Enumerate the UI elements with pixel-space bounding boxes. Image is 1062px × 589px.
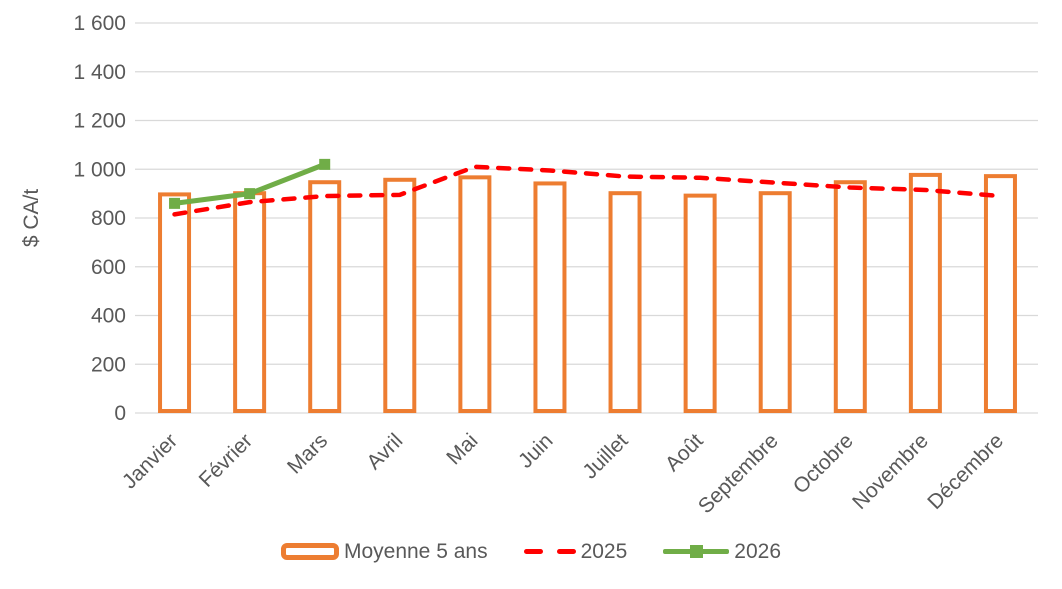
y-tick-label: 1 600 — [73, 12, 126, 35]
bar-Janvier — [158, 192, 192, 413]
bar-swatch-icon — [280, 543, 339, 560]
y-tick-label: 1 000 — [73, 158, 126, 181]
y-tick-label: 1 400 — [73, 61, 126, 84]
square-marker — [319, 158, 331, 170]
x-tick-label-Janvier: Janvier — [118, 429, 182, 493]
x-tick-label-Juillet: Juillet — [578, 429, 632, 483]
legend-item-moyenne-5-ans: Moyenne 5 ans — [280, 540, 488, 563]
x-tick-label-Décembre: Décembre — [923, 429, 1008, 514]
dashed-line-swatch-icon — [523, 549, 576, 554]
x-tick-label-Mai: Mai — [442, 429, 482, 469]
y-tick-label: 600 — [91, 256, 126, 279]
line-series-2025 — [172, 164, 1003, 217]
legend-label-2026: 2026 — [734, 540, 782, 563]
line-marker-swatch-icon — [663, 545, 730, 558]
x-tick-label-Mars: Mars — [283, 429, 332, 478]
y-tick-label: 400 — [91, 305, 126, 328]
y-tick-label: 800 — [91, 207, 126, 230]
y-tick-label: 200 — [91, 353, 126, 376]
bar-Décembre — [983, 174, 1017, 413]
bar-Septembre — [758, 191, 792, 413]
x-tick-label-Septembre: Septembre — [694, 429, 783, 518]
x-tick-label-Novembre: Novembre — [848, 429, 933, 514]
bar-Juillet — [608, 191, 642, 413]
bar-Juin — [533, 181, 567, 413]
bar-Août — [683, 193, 717, 413]
y-tick-label: 1 200 — [73, 110, 126, 133]
square-marker — [169, 197, 181, 209]
square-marker — [244, 188, 256, 200]
x-tick-label-Février: Février — [195, 429, 257, 491]
bar-Novembre — [908, 172, 942, 413]
plot-area: 0 200 400 600 800 1 000 1 200 1 400 1 600 $ CA/t J… — [20, 12, 1038, 518]
x-tick-label-Juin: Juin — [514, 429, 558, 473]
bar-Avril — [383, 177, 417, 413]
x-tick-label-Avril: Avril — [362, 429, 407, 474]
legend-label-moyenne-5-ans: Moyenne 5 ans — [343, 540, 488, 563]
legend-label-2025: 2025 — [580, 540, 628, 563]
bar-Octobre — [833, 180, 867, 413]
legend-item-2025: 2025 — [523, 540, 628, 563]
x-tick-label-Août: Août — [661, 429, 708, 476]
x-tick-label-Octobre: Octobre — [789, 429, 858, 498]
legend: Moyenne 5 ans 2025 2026 — [0, 541, 1062, 562]
bar-Mars — [308, 180, 342, 413]
bar-Mai — [458, 175, 492, 413]
bar-Février — [233, 191, 267, 413]
y-tick-label: 0 — [114, 402, 126, 425]
legend-item-2026: 2026 — [663, 541, 781, 562]
y-axis-title: $ CA/t — [20, 189, 43, 248]
